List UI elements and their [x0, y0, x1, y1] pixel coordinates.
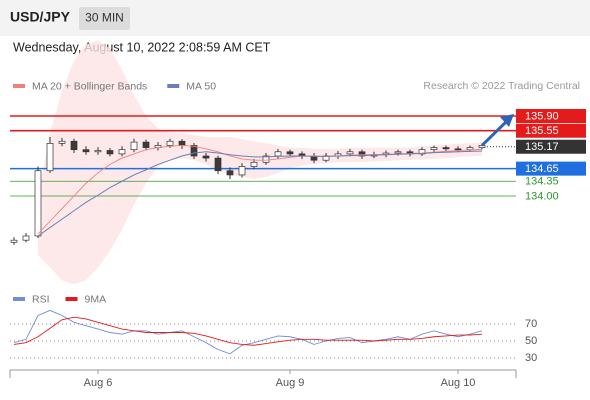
legend-swatch [65, 297, 78, 301]
level-label: 135.55 [525, 125, 559, 137]
candle-body [22, 235, 30, 241]
candle-body [394, 151, 402, 154]
candle-body [346, 151, 354, 155]
candle-body [82, 149, 90, 153]
y-tick-label: 70 [525, 318, 537, 330]
x-tick-label: Aug 9 [276, 377, 305, 389]
level-badge [516, 108, 586, 123]
candle-body [430, 147, 438, 151]
candle-body [166, 140, 174, 146]
source: Research © 2022 Trading Central [423, 80, 580, 92]
level-badge [516, 161, 586, 176]
forecast-arrowhead [500, 113, 514, 127]
x-tick-label: Aug 6 [84, 377, 113, 389]
candle-body [94, 150, 102, 153]
forecast-arrow [480, 118, 510, 147]
candle-body [466, 147, 474, 151]
level-label: 135.90 [525, 110, 559, 122]
indicator-line [13, 309, 483, 355]
candle-body [274, 151, 282, 157]
legend-label: MA 20 + Bollinger Bands [32, 80, 147, 92]
candle-body [454, 148, 462, 151]
legend-swatch [13, 84, 25, 88]
candle-body [10, 239, 18, 243]
candle-body [478, 145, 486, 148]
y-tick-label: 50 [525, 335, 537, 347]
level-badge [516, 139, 586, 154]
candle-body [46, 143, 54, 172]
bollinger-band [38, 40, 482, 285]
level-badge [516, 123, 586, 138]
level-label: 134.65 [525, 163, 559, 175]
indicator-line [13, 316, 483, 346]
candle-body [58, 140, 66, 144]
candle-body [262, 155, 270, 163]
candle-body [118, 149, 126, 155]
symbol: USD/JPY [10, 9, 71, 25]
candle-body [178, 140, 186, 146]
legend-label: RSI [32, 293, 50, 305]
candle-body [34, 170, 42, 237]
level-label: 134.35 [525, 176, 559, 188]
candle-body [214, 157, 222, 172]
x-tick-label: Aug 10 [441, 377, 476, 389]
candle-body [226, 170, 234, 176]
candle-body [130, 141, 138, 151]
candle-body [442, 147, 450, 150]
moving-average [37, 150, 483, 237]
legend-swatch [167, 84, 180, 88]
candle-body [106, 150, 114, 155]
timestamp: Wednesday, August 10, 2022 2:08:59 AM CE… [13, 40, 271, 54]
candle-body [286, 151, 294, 155]
candle-body [190, 145, 198, 157]
candle-body [250, 161, 258, 167]
legend-label: MA 50 [186, 80, 216, 92]
candle-body [238, 166, 246, 176]
y-tick-label: 30 [525, 352, 537, 364]
level-label: 134.00 [525, 190, 559, 202]
legend-swatch [13, 297, 25, 301]
candle-body [70, 140, 78, 151]
level-label: 135.17 [525, 141, 559, 153]
candle-body [202, 155, 210, 159]
interval-button[interactable] [79, 7, 130, 30]
interval-label[interactable]: 30 MIN [85, 11, 124, 25]
legend-label: 9MA [85, 293, 107, 305]
candle-body [142, 141, 150, 148]
